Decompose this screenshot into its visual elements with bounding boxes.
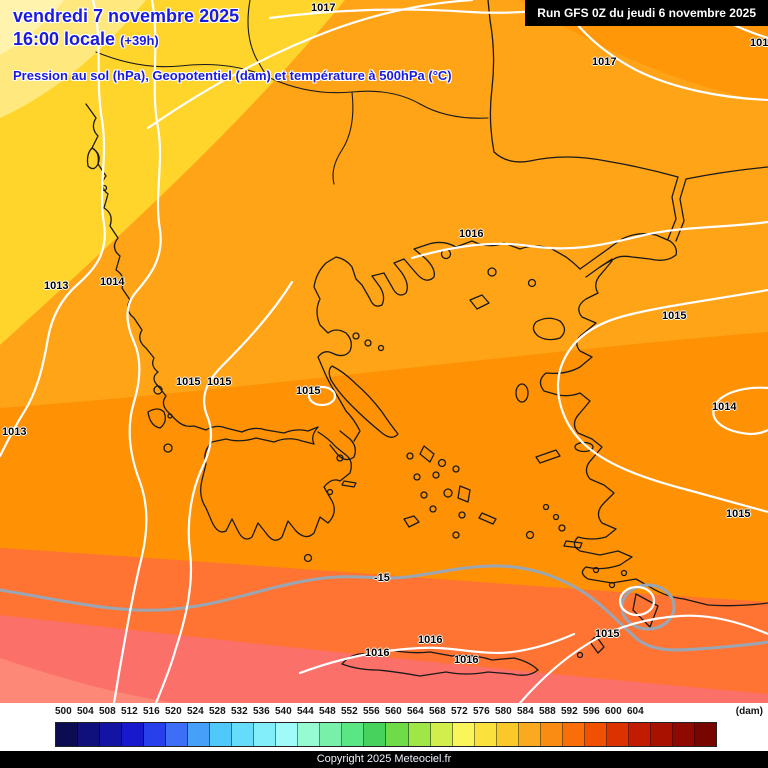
- legend-value: 532: [231, 706, 248, 717]
- legend-color-cell: [584, 723, 607, 746]
- legend-value: 516: [143, 706, 160, 717]
- legend-color-cell: [452, 723, 475, 746]
- geopotential-bands: [0, 0, 768, 703]
- legend-color-cell: [166, 723, 189, 746]
- legend-value: 576: [473, 706, 490, 717]
- legend-value: 588: [539, 706, 556, 717]
- isobar-lines: [0, 0, 768, 703]
- legend-value: 604: [627, 706, 644, 717]
- legend-colorbar: [55, 722, 717, 747]
- legend-color-cell: [496, 723, 519, 746]
- legend-color-cell: [320, 723, 343, 746]
- legend-color-cell: [386, 723, 409, 746]
- river-lines: [95, 0, 489, 185]
- legend-color-cell: [606, 723, 629, 746]
- legend-value: 548: [319, 706, 336, 717]
- legend-color-cell: [694, 723, 716, 746]
- legend-value: 584: [517, 706, 534, 717]
- legend-color-cell: [628, 723, 651, 746]
- legend-color-cell: [650, 723, 673, 746]
- legend-value: 524: [187, 706, 204, 717]
- legend-color-cell: [144, 723, 167, 746]
- legend-color-cell: [122, 723, 145, 746]
- legend-color-cell: [408, 723, 431, 746]
- legend-value: 540: [275, 706, 292, 717]
- legend-color-cell: [672, 723, 695, 746]
- legend-color-cell: [430, 723, 453, 746]
- weather-map: vendredi 7 novembre 2025 16:00 locale (+…: [0, 0, 768, 703]
- legend-color-cell: [298, 723, 321, 746]
- legend-value: 556: [363, 706, 380, 717]
- legend-color-cell: [188, 723, 211, 746]
- legend-color-cell: [562, 723, 585, 746]
- legend-color-cell: [78, 723, 101, 746]
- map-canvas: [0, 0, 768, 703]
- legend-color-cell: [276, 723, 299, 746]
- legend-value: 592: [561, 706, 578, 717]
- legend-value: 596: [583, 706, 600, 717]
- legend-color-cell: [254, 723, 277, 746]
- legend-value: 500: [55, 706, 72, 717]
- legend-color-cell: [364, 723, 387, 746]
- legend-color-cell: [474, 723, 497, 746]
- copyright-text: Copyright 2025 Meteociel.fr: [316, 753, 452, 765]
- legend-value: 600: [605, 706, 622, 717]
- legend-value: 520: [165, 706, 182, 717]
- legend-value: 560: [385, 706, 402, 717]
- legend-value: 580: [495, 706, 512, 717]
- legend-value: 504: [77, 706, 94, 717]
- geopotential-legend: 500 504 508 512 516 520 524 528 532 536 540 544 548 5…: [0, 703, 768, 751]
- legend-value: 552: [341, 706, 358, 717]
- legend-value: 512: [121, 706, 138, 717]
- legend-unit: (dam): [735, 706, 763, 717]
- legend-value: 536: [253, 706, 270, 717]
- copyright-bar: Copyright 2025 Meteociel.fr: [0, 751, 768, 768]
- legend-value: 572: [451, 706, 468, 717]
- legend-color-cell: [342, 723, 365, 746]
- legend-color-cell: [56, 723, 79, 746]
- legend-value: 568: [429, 706, 446, 717]
- legend-color-cell: [210, 723, 233, 746]
- legend-color-cell: [518, 723, 541, 746]
- legend-color-cell: [100, 723, 123, 746]
- legend-color-cell: [540, 723, 563, 746]
- legend-value: 544: [297, 706, 314, 717]
- legend-value: 564: [407, 706, 424, 717]
- legend-value: 508: [99, 706, 116, 717]
- legend-value: 528: [209, 706, 226, 717]
- legend-color-cell: [232, 723, 255, 746]
